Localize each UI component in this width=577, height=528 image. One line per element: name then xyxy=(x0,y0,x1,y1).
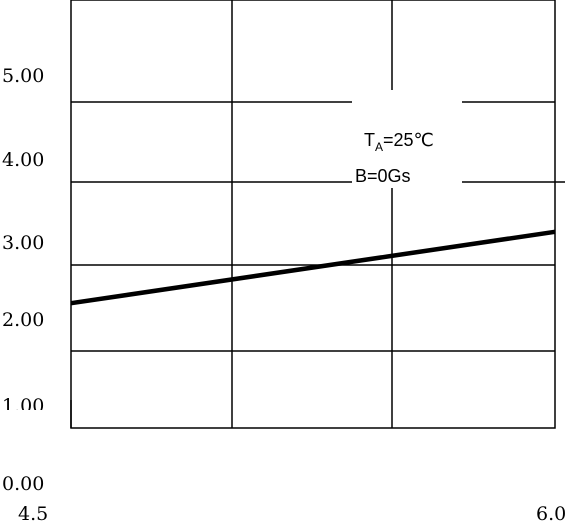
annotation-temp-value: =25℃ xyxy=(383,130,434,150)
annotation-field: B=0Gs xyxy=(355,166,411,186)
annotation-temperature: TA=25℃ xyxy=(364,130,434,154)
series-line-1 xyxy=(70,229,556,306)
annotation-temp-symbol: T xyxy=(364,130,375,150)
x-tick-label-1: 6.0 xyxy=(536,503,566,525)
series-group xyxy=(70,229,556,306)
y-axis-ticks: 0.001.002.003.004.005.00 xyxy=(0,65,72,495)
y-label-clip-mask xyxy=(0,410,70,428)
grid xyxy=(71,0,565,428)
y-tick-label-0: 0.00 xyxy=(2,473,44,495)
annotation-temp-subscript: A xyxy=(375,140,383,154)
y-tick-label-3: 3.00 xyxy=(2,232,44,254)
y-tick-label-4: 4.00 xyxy=(2,149,44,171)
annotation-group: TA=25℃ B=0Gs xyxy=(352,90,462,188)
plot-border xyxy=(70,0,556,429)
y-tick-label-5: 5.00 xyxy=(2,65,44,87)
y-tick-label-2: 2.00 xyxy=(2,309,44,331)
annotation-mask xyxy=(352,90,462,188)
x-axis-ticks: 4.5 6.0 xyxy=(18,503,566,525)
plot-frame xyxy=(70,0,556,429)
x-tick-label-0: 4.5 xyxy=(18,503,48,525)
